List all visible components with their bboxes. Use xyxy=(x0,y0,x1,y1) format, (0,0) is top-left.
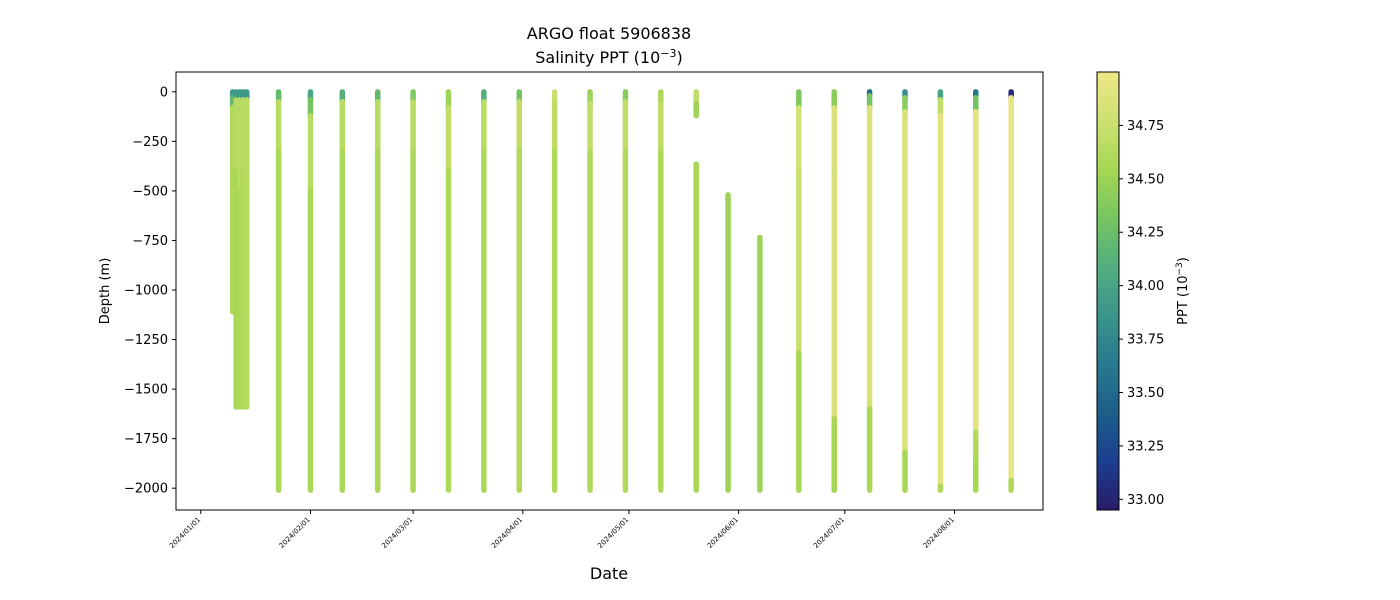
colorbar-label-exponent: −3 xyxy=(1175,262,1185,275)
chart-subtitle: Salinity PPT (10−3) xyxy=(535,47,683,67)
chart-subtitle-exponent: −3 xyxy=(660,47,676,60)
x-tick-label-5: 2024/06/01 xyxy=(706,516,740,550)
x-tick-label-0: 2024/01/01 xyxy=(168,516,202,550)
colorbar-label-close: ) xyxy=(1176,257,1191,262)
colorbar-tick-label-4: 34.00 xyxy=(1127,279,1164,294)
y-tick-label-7: −1750 xyxy=(124,432,168,447)
y-tick-label-0: 0 xyxy=(160,85,168,100)
y-tick-label-2: −500 xyxy=(132,184,168,199)
x-tick-label-3: 2024/04/01 xyxy=(490,516,524,550)
x-tick-label-1: 2024/02/01 xyxy=(278,516,312,550)
chart-title-group: ARGO float 5906838 Salinity PPT (10−3) xyxy=(527,24,691,67)
colorbar-tick-label-1: 33.25 xyxy=(1127,439,1164,454)
y-tick-label-5: −1250 xyxy=(124,333,168,348)
colorbar-tick-label-6: 34.50 xyxy=(1127,172,1164,187)
colorbar-label-text: PPT (10 xyxy=(1176,275,1191,324)
y-tick-label-4: −1000 xyxy=(124,284,168,299)
chart-subtitle-close: ) xyxy=(677,48,683,67)
colorbar-tick-label-2: 33.50 xyxy=(1127,386,1164,401)
x-tick-label-2: 2024/03/01 xyxy=(380,516,414,550)
colorbar-tick-label-0: 33.00 xyxy=(1127,493,1164,508)
chart-title: ARGO float 5906838 xyxy=(527,24,691,43)
colorbar-tick-label-3: 33.75 xyxy=(1127,333,1164,348)
y-tick-label-8: −2000 xyxy=(124,482,168,497)
y-tick-label-3: −750 xyxy=(132,234,168,249)
y-tick-label-1: −250 xyxy=(132,135,168,150)
data-marks xyxy=(229,89,1014,493)
x-axis-label: Date xyxy=(590,564,628,583)
colorbar-tick-label-5: 34.25 xyxy=(1127,226,1164,241)
x-axis: 2024/01/01 2024/02/01 2024/03/01 2024/04/01… xyxy=(168,510,956,550)
chart-subtitle-text: Salinity PPT (10 xyxy=(535,48,660,67)
x-tick-label-7: 2024/08/01 xyxy=(922,516,956,550)
y-axis: 0 −250 −500 −750 −1000 −1250 −1500 −1750 −2000 xyxy=(124,85,176,497)
colorbar-label: PPT (10−3) xyxy=(1175,257,1191,325)
y-tick-label-6: −1500 xyxy=(124,383,168,398)
x-tick-label-6: 2024/07/01 xyxy=(812,516,846,550)
plot-frame xyxy=(175,71,1044,511)
colorbar-ticks: 33.00 33.25 33.50 33.75 34.00 34.25 34.50 34.75 xyxy=(1119,119,1164,508)
colorbar-tick-label-7: 34.75 xyxy=(1127,119,1164,134)
colorbar xyxy=(1096,71,1120,511)
y-axis-label: Depth (m) xyxy=(98,258,113,325)
x-tick-label-4: 2024/05/01 xyxy=(596,516,630,550)
